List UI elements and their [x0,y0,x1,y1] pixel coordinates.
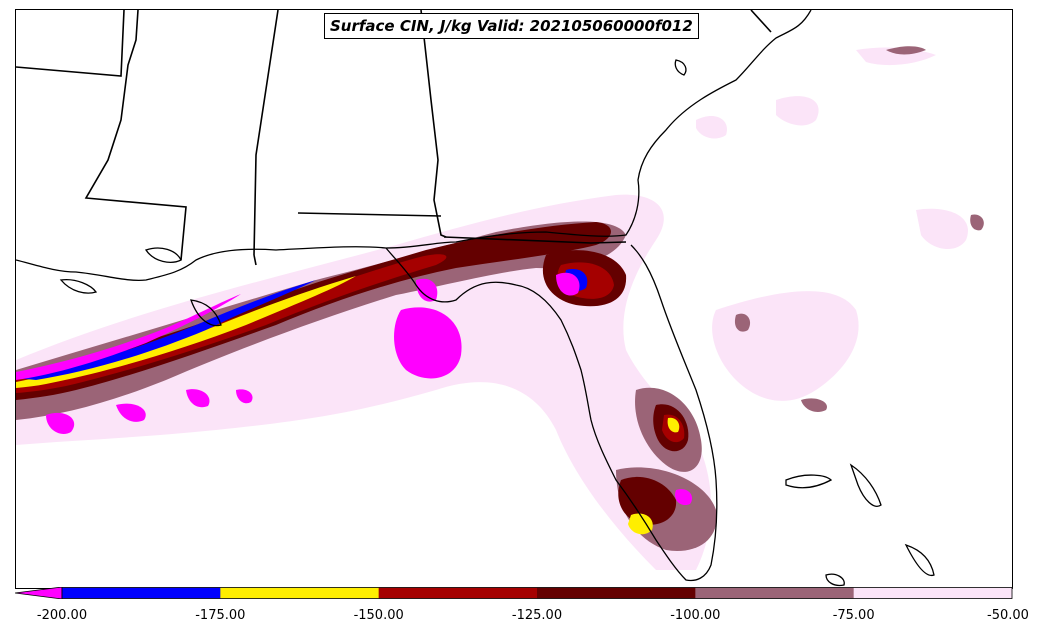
colorbar-bin [62,587,221,599]
cin-field-light [16,47,968,570]
colorbar-bins [62,587,1013,599]
colorbar-tick-label: -200.00 [36,608,88,623]
colorbar-tick-label: -50.00 [987,608,1029,623]
colorbar-under-arrow [15,587,63,599]
colorbar-bin [853,587,1013,599]
colorbar-bin [537,587,696,599]
colorbar-tick-label: -75.00 [832,608,875,623]
colorbar-tick-label: -175.00 [195,608,246,623]
colorbar [15,587,1013,599]
colorbar-tick-label: -150.00 [353,608,404,623]
colorbar-tick-label: -100.00 [670,608,721,623]
map-title: Surface CIN, J/kg Valid: 202105060000f01… [324,13,699,39]
cin-field-magenta [16,272,693,506]
state-borders [16,10,772,266]
colorbar-bin [695,587,855,599]
colorbar-bin [378,587,538,599]
coastline [16,10,935,587]
cin-map [16,10,984,587]
map-panel [15,9,1013,589]
colorbar-bin [220,587,380,599]
colorbar-tick-label: -125.00 [511,608,563,623]
